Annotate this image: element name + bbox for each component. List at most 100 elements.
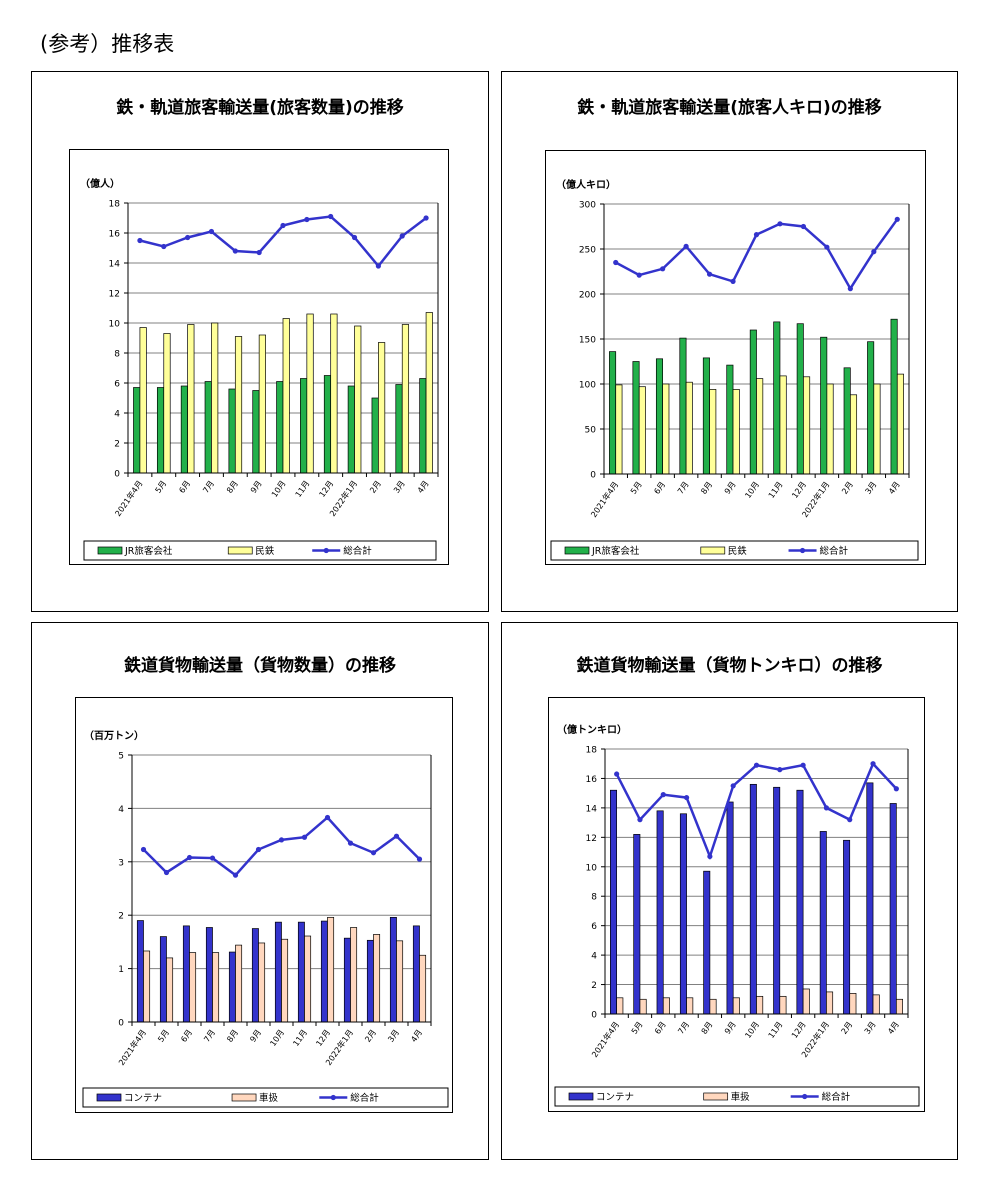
x-tick-label: 2月 xyxy=(363,1028,378,1044)
y-tick-label: 0 xyxy=(114,470,120,480)
x-tick-label: 11月 xyxy=(294,479,312,499)
line-point xyxy=(393,833,400,839)
legend-swatch xyxy=(96,1093,122,1102)
bar-a xyxy=(633,834,641,1015)
bar-a xyxy=(300,378,308,474)
chart-frame: （億人キロ） 0 50 100 150 200 250 300 2021年4月 5月 6月 7月 8月 9… xyxy=(545,150,926,565)
line-point xyxy=(683,794,690,801)
bar-b xyxy=(396,940,404,1023)
x-tick-label: 3月 xyxy=(392,479,407,495)
bar-a xyxy=(180,385,188,474)
bar-a xyxy=(726,801,734,1015)
legend-label: 民鉄 xyxy=(255,545,275,557)
bar-b xyxy=(616,997,624,1015)
legend-box xyxy=(83,540,437,561)
line-point xyxy=(847,817,853,823)
line-point xyxy=(707,853,713,860)
line-point xyxy=(636,272,642,278)
bar-b xyxy=(189,952,197,1023)
chart-svg-passenger-km: （億人キロ） 0 50 100 150 200 250 300 2021年4月 5月 6月 7月 8月 9… xyxy=(550,178,919,561)
bar-b xyxy=(212,952,220,1023)
bar-a xyxy=(347,385,355,474)
y-tick-label: 150 xyxy=(579,336,596,346)
x-tick-label: 4月 xyxy=(886,1020,901,1036)
chart-panel-freight-tons: 鉄道貨物輸送量（貨物数量）の推移 （百万トン） 0 1 2 3 4 5 2021年4月 5月 6月… xyxy=(31,622,489,1160)
chart-svg-passenger-count: （億人） 0 2 4 6 8 10 12 14 16 18 2021年4月 5月 6月 7月 8月 9月 10月 1… xyxy=(80,177,439,561)
chart-frame: （億トンキロ） 0 2 4 6 8 10 12 14 16 18 2021年4月 5月 6月 7月 8月 9月 1… xyxy=(548,697,925,1112)
legend-label: 総合計 xyxy=(822,1091,851,1103)
x-tick-label: 9月 xyxy=(248,1028,263,1044)
x-tick-label: 6月 xyxy=(177,479,192,495)
y-tick-label: 16 xyxy=(109,230,121,240)
y-tick-label: 10 xyxy=(109,320,121,330)
legend-swatch xyxy=(700,546,726,555)
legend-swatch xyxy=(231,1093,257,1102)
x-tick-label: 8月 xyxy=(225,479,240,495)
line-point xyxy=(301,834,308,840)
bar-a xyxy=(889,803,897,1015)
x-tick-label: 7月 xyxy=(676,1020,691,1036)
line-point xyxy=(375,263,381,269)
bar-b xyxy=(235,944,243,1023)
bar-a xyxy=(156,387,165,474)
legend-label: 総合計 xyxy=(350,1092,379,1104)
bar-a xyxy=(366,939,374,1023)
bar-a xyxy=(228,388,236,474)
line-point xyxy=(328,213,334,220)
x-tick-label: 2021年4月 xyxy=(589,1019,621,1059)
bar-a xyxy=(679,813,687,1015)
x-tick-label: 7月 xyxy=(676,480,691,496)
bar-b xyxy=(163,333,171,474)
series-line-total xyxy=(615,218,899,292)
bar-b xyxy=(662,997,670,1015)
chart-title: 鉄・軌道旅客輸送量(旅客人キロ)の推移 xyxy=(577,98,882,118)
x-tick-label: 2月 xyxy=(840,480,855,496)
bar-a xyxy=(749,329,757,475)
line-point xyxy=(304,216,310,223)
y-tick-label: 6 xyxy=(591,922,597,932)
line-point xyxy=(280,222,286,229)
line-point xyxy=(140,846,147,853)
y-tick-label: 16 xyxy=(586,775,598,785)
legend-swatch-point xyxy=(323,547,329,554)
y-tick-label: 2 xyxy=(114,440,120,450)
x-tick-label: 5月 xyxy=(629,480,644,496)
y-tick-label: 4 xyxy=(114,410,120,420)
line-point xyxy=(893,786,899,792)
bar-b xyxy=(425,312,433,474)
bar-a xyxy=(655,358,664,475)
bar-a xyxy=(819,831,827,1015)
bar-a xyxy=(276,381,284,474)
bar-b xyxy=(849,394,858,475)
x-tick-label: 5月 xyxy=(630,1020,645,1036)
y-tick-label: 3 xyxy=(118,858,124,868)
chart-frame: （百万トン） 0 1 2 3 4 5 2021年4月 5月 6月 7月 8月 9月 10月 11月 12月 20… xyxy=(75,697,453,1113)
x-tick-label: 12月 xyxy=(790,1020,808,1040)
bar-b xyxy=(826,383,834,475)
bar-b xyxy=(732,997,740,1015)
bar-b xyxy=(872,994,880,1015)
line-point xyxy=(423,215,429,221)
x-tick-label: 6月 xyxy=(652,480,667,496)
line-point xyxy=(278,837,285,843)
line-point xyxy=(824,244,830,250)
x-tick-label: 12月 xyxy=(314,1028,332,1048)
legend-box xyxy=(554,1086,920,1107)
y-axis-label: （億トンキロ） xyxy=(557,723,627,736)
bar-b xyxy=(234,336,243,474)
bar-a xyxy=(796,789,804,1015)
bar-b xyxy=(639,998,647,1015)
bar-a xyxy=(389,916,397,1023)
bar-b xyxy=(258,942,266,1023)
bar-b xyxy=(685,381,693,475)
line-point xyxy=(614,771,620,777)
bar-b xyxy=(638,386,646,475)
y-tick-label: 4 xyxy=(118,805,124,815)
y-tick-label: 200 xyxy=(579,291,596,301)
x-tick-label: 4月 xyxy=(887,480,902,496)
x-tick-label: 11月 xyxy=(767,480,785,500)
x-tick-label: 4月 xyxy=(416,479,431,495)
y-tick-label: 6 xyxy=(114,380,120,390)
bar-a xyxy=(419,378,427,474)
legend-label: コンテナ xyxy=(124,1093,162,1104)
